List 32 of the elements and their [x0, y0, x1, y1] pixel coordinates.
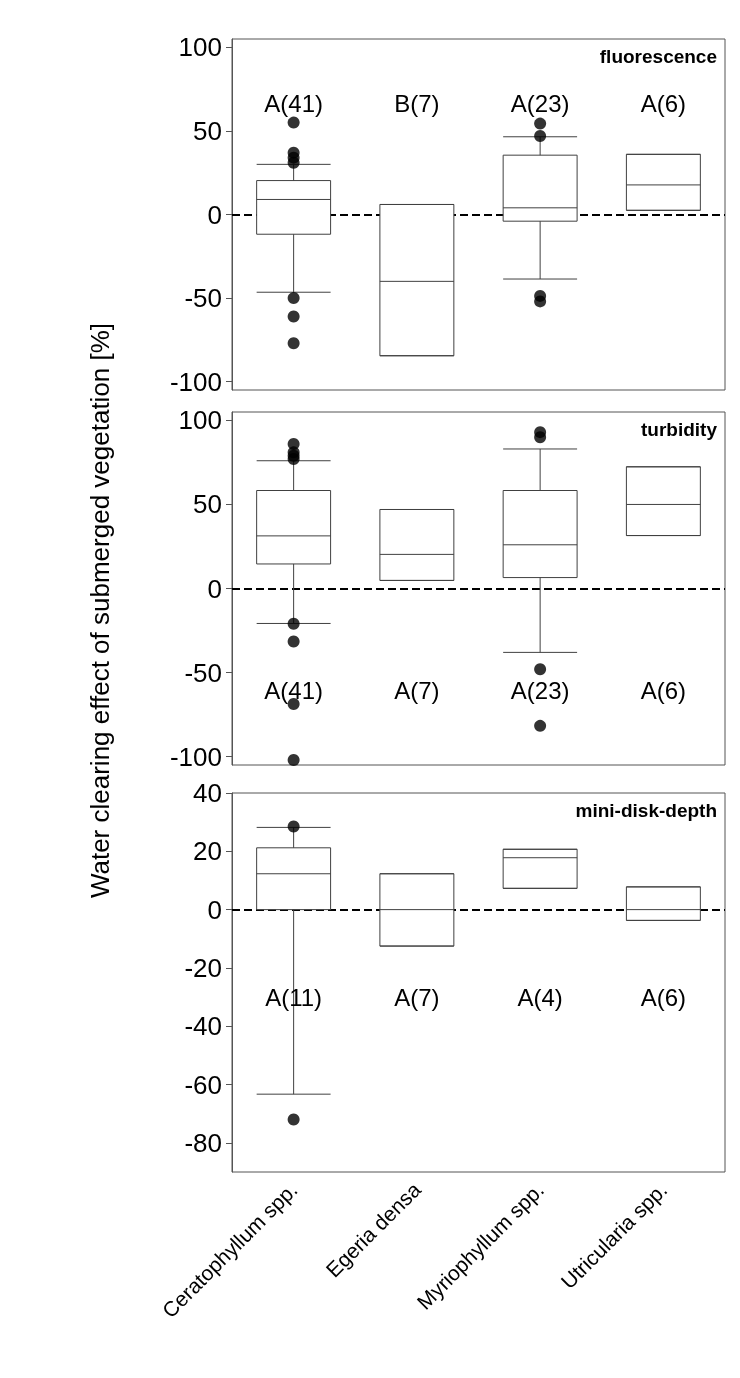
- y-tick-label: -50: [184, 657, 222, 688]
- y-tick-label: -100: [169, 366, 222, 397]
- chart-title: turbidity: [641, 419, 718, 440]
- y-tick-label: -80: [184, 1127, 222, 1158]
- y-tick-label: -60: [184, 1069, 222, 1100]
- y-tick-label: 100: [178, 32, 222, 63]
- annotation: A(6): [640, 677, 687, 705]
- y-tick-label: 100: [178, 405, 222, 436]
- annotation: A(6): [640, 90, 687, 118]
- y-tick-label: 0: [207, 199, 222, 230]
- annotation: A(7): [394, 677, 440, 705]
- chart-title: fluorescence: [599, 46, 718, 67]
- annotation: A(41): [264, 90, 323, 118]
- annotation: A(41): [264, 677, 323, 705]
- annotation: A(7): [394, 984, 440, 1012]
- y-tick-label: 40: [193, 778, 222, 808]
- y-tick-label: 50: [193, 115, 222, 146]
- y-tick-label: 0: [207, 894, 222, 925]
- annotation: A(4): [517, 984, 563, 1012]
- annotation: B(7): [394, 90, 440, 118]
- y-tick-label: 50: [193, 489, 222, 520]
- y-tick-label: -20: [184, 952, 222, 983]
- y-tick-label: 0: [207, 573, 222, 604]
- y-tick-label: -40: [184, 1011, 222, 1042]
- annotation: A(23): [510, 677, 570, 705]
- chart-title: mini-disk-depth: [575, 800, 718, 821]
- y-tick-label: -50: [184, 283, 222, 314]
- annotation: A(23): [510, 90, 570, 118]
- y-tick-label: -100: [169, 741, 222, 772]
- y-tick-label: 20: [193, 836, 222, 867]
- y-axis-title: Water clearing effect of submerged vegetation [%]: [84, 322, 116, 898]
- annotation: A(6): [640, 984, 687, 1012]
